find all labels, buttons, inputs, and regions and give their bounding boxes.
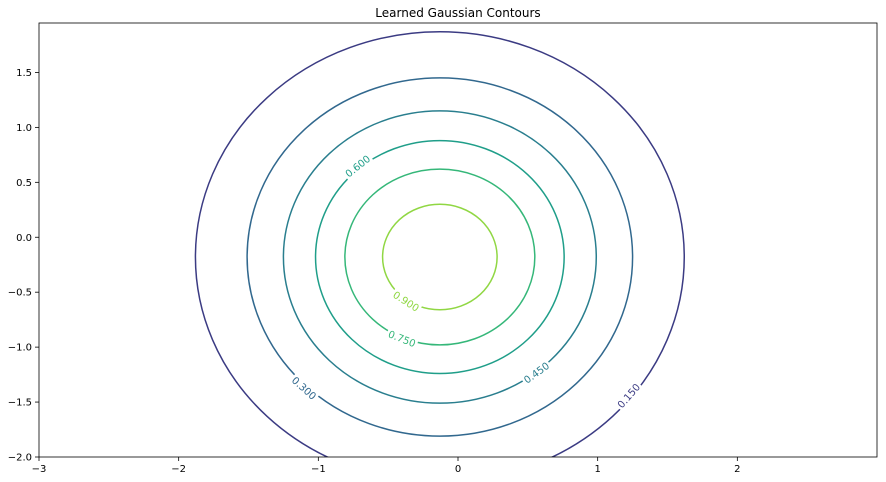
y-tick-label: 1.0 bbox=[16, 123, 32, 134]
x-tick-label: 2 bbox=[734, 464, 740, 475]
contour-line-0-300 bbox=[246, 77, 634, 437]
chart-title: Learned Gaussian Contours bbox=[375, 6, 540, 20]
y-tick-label: 0.5 bbox=[16, 178, 32, 189]
y-tick-label: −2.0 bbox=[8, 453, 32, 464]
x-axis: −3 −2 −1 0 1 2 bbox=[32, 457, 741, 475]
plot-frame bbox=[38, 22, 878, 458]
x-tick-label: −1 bbox=[311, 464, 326, 475]
x-tick-label: 0 bbox=[455, 464, 461, 475]
contour-line-0-600 bbox=[314, 139, 565, 375]
y-tick-label: 1.5 bbox=[16, 68, 32, 79]
contour-line-0-900 bbox=[381, 203, 498, 311]
x-tick-label: 1 bbox=[594, 464, 600, 475]
contour-line-0-150 bbox=[194, 31, 685, 457]
contour-lines bbox=[194, 31, 685, 457]
y-axis: −2.0 −1.5 −1.0 −0.5 0.0 0.5 1.0 1.5 bbox=[8, 68, 39, 464]
x-tick-label: −3 bbox=[32, 464, 47, 475]
contour-line-0-450 bbox=[282, 110, 598, 404]
y-tick-label: 0.0 bbox=[16, 233, 32, 244]
y-tick-label: −1.0 bbox=[8, 343, 32, 354]
y-tick-label: −1.5 bbox=[8, 398, 32, 409]
contour-line-0-750 bbox=[344, 168, 536, 346]
x-tick-label: −2 bbox=[171, 464, 186, 475]
y-tick-label: −0.5 bbox=[8, 288, 32, 299]
